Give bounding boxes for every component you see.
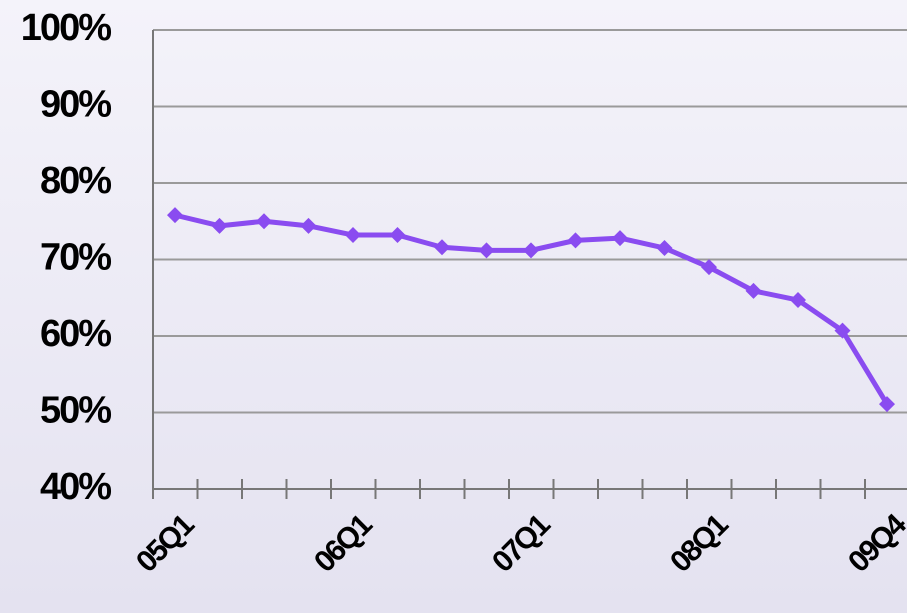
marker [879,396,895,413]
marker [256,213,272,230]
marker [790,292,806,309]
marker [834,322,851,339]
marker [701,259,717,276]
marker [300,217,317,234]
marker [434,239,450,256]
marker [745,282,762,299]
marker [167,207,183,224]
y-tick-label: 40% [40,466,111,508]
y-tick-label: 60% [40,313,111,355]
marker [567,232,584,249]
y-tick-label: 80% [40,160,111,202]
y-tick-label: 50% [40,390,111,432]
marker [211,217,228,234]
marker [656,240,673,257]
marker [345,227,361,244]
marker [389,227,406,244]
y-tick-label: 90% [40,84,111,126]
marker [612,230,628,247]
y-tick-label: 100% [21,7,111,49]
marker [523,242,539,259]
y-tick-label: 70% [40,237,111,279]
marker [478,242,495,259]
